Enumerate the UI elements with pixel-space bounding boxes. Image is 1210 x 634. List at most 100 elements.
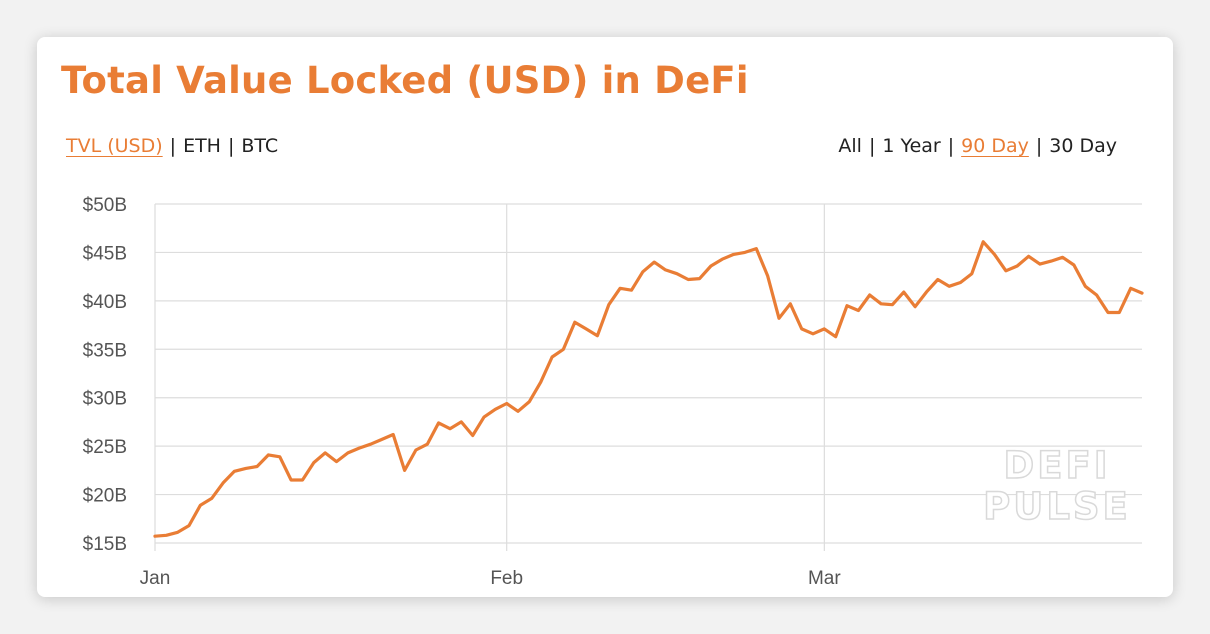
- tvl-data-point[interactable]: [230, 467, 238, 475]
- tvl-data-point[interactable]: [616, 284, 624, 292]
- tvl-data-point[interactable]: [378, 435, 386, 443]
- tvl-data-point[interactable]: [276, 453, 284, 461]
- tvl-data-point[interactable]: [446, 425, 454, 433]
- tvl-data-point[interactable]: [593, 332, 601, 340]
- tvl-data-point[interactable]: [174, 528, 182, 536]
- tvl-data-point[interactable]: [888, 301, 896, 309]
- toggle-tvl-usd[interactable]: TVL (USD): [66, 135, 163, 157]
- tvl-data-point[interactable]: [514, 407, 522, 415]
- tvl-data-point[interactable]: [537, 378, 545, 386]
- range-90-day[interactable]: 90 Day: [961, 135, 1029, 157]
- tvl-data-point[interactable]: [1002, 267, 1010, 275]
- tvl-data-point[interactable]: [457, 418, 465, 426]
- tvl-data-point[interactable]: [945, 282, 953, 290]
- tvl-data-point[interactable]: [503, 400, 511, 408]
- x-tick-label: Feb: [490, 568, 523, 589]
- tvl-data-point[interactable]: [355, 444, 363, 452]
- tvl-data-point[interactable]: [299, 476, 307, 484]
- tvl-data-point[interactable]: [559, 345, 567, 353]
- tvl-data-point[interactable]: [162, 531, 170, 539]
- tvl-data-point[interactable]: [866, 291, 874, 299]
- tvl-data-point[interactable]: [1047, 257, 1055, 265]
- tvl-data-point[interactable]: [548, 353, 556, 361]
- tvl-data-point[interactable]: [820, 325, 828, 333]
- tvl-data-point[interactable]: [957, 279, 965, 287]
- tvl-data-point[interactable]: [1025, 252, 1033, 260]
- tvl-data-point[interactable]: [219, 479, 227, 487]
- tvl-data-point[interactable]: [707, 262, 715, 270]
- tvl-data-point[interactable]: [650, 258, 658, 266]
- tvl-data-point[interactable]: [1138, 289, 1146, 297]
- tvl-data-point[interactable]: [1036, 260, 1044, 268]
- tvl-data-point[interactable]: [900, 288, 908, 296]
- range-all[interactable]: All: [838, 135, 862, 157]
- tvl-data-point[interactable]: [968, 270, 976, 278]
- tvl-data-point[interactable]: [639, 268, 647, 276]
- tvl-data-point[interactable]: [412, 446, 420, 454]
- range-30-day[interactable]: 30 Day: [1049, 135, 1117, 157]
- tvl-data-point[interactable]: [491, 405, 499, 413]
- tvl-data-point[interactable]: [287, 476, 295, 484]
- tvl-data-point[interactable]: [435, 419, 443, 427]
- tvl-data-point[interactable]: [662, 266, 670, 274]
- tvl-data-point[interactable]: [684, 276, 692, 284]
- tvl-data-point[interactable]: [310, 459, 318, 467]
- tvl-data-point[interactable]: [673, 270, 681, 278]
- tvl-data-point[interactable]: [775, 314, 783, 322]
- tvl-data-point[interactable]: [333, 458, 341, 466]
- tvl-data-point[interactable]: [1093, 291, 1101, 299]
- tvl-data-point[interactable]: [423, 440, 431, 448]
- tvl-data-point[interactable]: [571, 318, 579, 326]
- tvl-data-point[interactable]: [718, 255, 726, 263]
- tvl-data-point[interactable]: [1081, 282, 1089, 290]
- tvl-data-point[interactable]: [991, 250, 999, 258]
- tvl-data-point[interactable]: [922, 288, 930, 296]
- tvl-data-point[interactable]: [264, 451, 272, 459]
- tvl-data-point[interactable]: [253, 463, 261, 471]
- tvl-data-point[interactable]: [480, 413, 488, 421]
- tvl-data-point[interactable]: [832, 333, 840, 341]
- tvl-data-point[interactable]: [730, 250, 738, 258]
- tvl-data-point[interactable]: [752, 245, 760, 253]
- tvl-data-point[interactable]: [196, 501, 204, 509]
- tvl-data-point[interactable]: [525, 398, 533, 406]
- tvl-data-point[interactable]: [979, 238, 987, 246]
- tvl-data-point[interactable]: [469, 432, 477, 440]
- x-tick-label: Mar: [808, 568, 841, 589]
- chart-axes: $15B $20B $25B $30B $35B $40B $45B $50B Jan Feb Ma…: [83, 195, 842, 589]
- toggle-eth[interactable]: ETH: [183, 135, 221, 157]
- tvl-data-point[interactable]: [321, 449, 329, 457]
- tvl-data-point[interactable]: [1070, 261, 1078, 269]
- tvl-data-point[interactable]: [628, 286, 636, 294]
- tvl-data-point[interactable]: [786, 300, 794, 308]
- tvl-data-point[interactable]: [696, 275, 704, 283]
- y-tick-label: $30B: [83, 389, 127, 410]
- tvl-data-point[interactable]: [344, 449, 352, 457]
- toggle-btc[interactable]: BTC: [241, 135, 279, 157]
- tvl-data-point[interactable]: [605, 301, 613, 309]
- tvl-data-point[interactable]: [764, 272, 772, 280]
- tvl-data-point[interactable]: [911, 303, 919, 311]
- tvl-data-point[interactable]: [854, 307, 862, 315]
- range-1-year[interactable]: 1 Year: [882, 135, 941, 157]
- tvl-data-point[interactable]: [843, 302, 851, 310]
- tvl-data-point[interactable]: [582, 325, 590, 333]
- tvl-data-point[interactable]: [389, 431, 397, 439]
- tvl-data-point[interactable]: [401, 466, 409, 474]
- tvl-data-point[interactable]: [741, 248, 749, 256]
- tvl-data-point[interactable]: [242, 464, 250, 472]
- tvl-data-point[interactable]: [208, 494, 216, 502]
- tvl-data-point[interactable]: [1127, 284, 1135, 292]
- tvl-data-point[interactable]: [1104, 309, 1112, 317]
- tvl-data-point[interactable]: [934, 276, 942, 284]
- tvl-data-point[interactable]: [1059, 253, 1067, 261]
- chart-grid: [154, 203, 1142, 551]
- tvl-data-point[interactable]: [798, 325, 806, 333]
- tvl-data-point[interactable]: [185, 522, 193, 530]
- tvl-data-point[interactable]: [1115, 309, 1123, 317]
- tvl-data-point[interactable]: [877, 300, 885, 308]
- tvl-data-point[interactable]: [151, 532, 159, 540]
- tvl-data-point[interactable]: [809, 330, 817, 338]
- tvl-data-point[interactable]: [367, 440, 375, 448]
- tvl-data-point[interactable]: [1013, 262, 1021, 270]
